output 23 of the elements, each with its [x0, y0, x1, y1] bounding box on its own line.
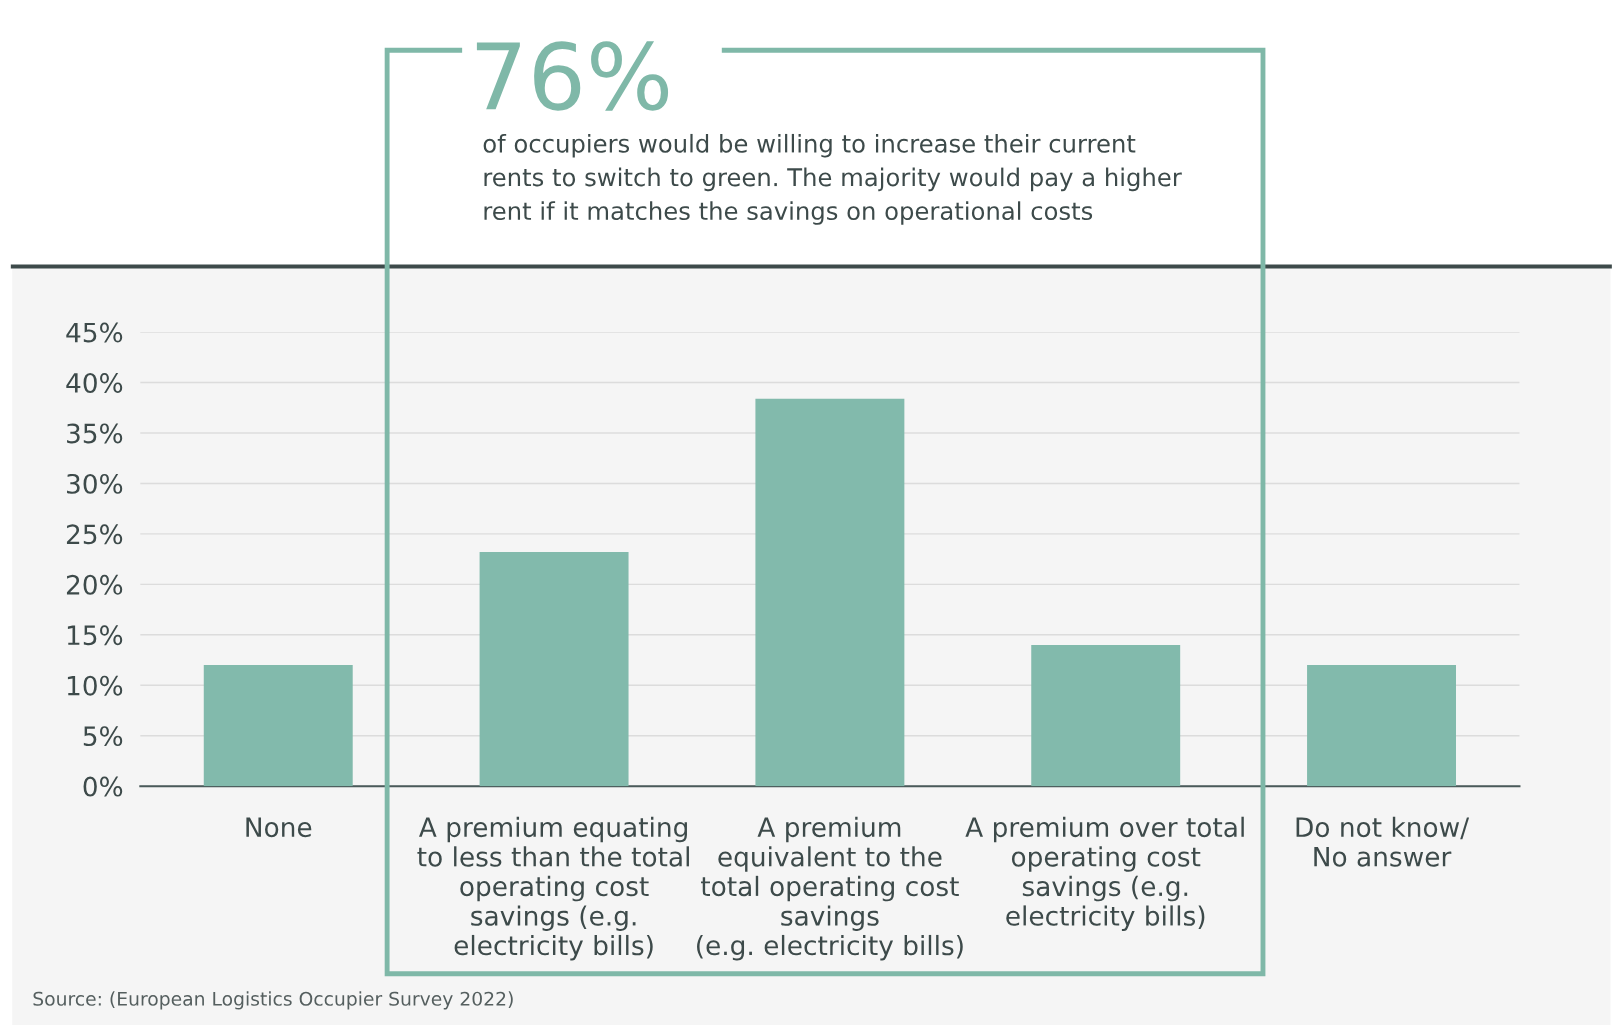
- x-tick-label: Do not know/ No answer: [1296, 816, 1470, 867]
- x-tick-label: A premium equating to less than the total operating cost savings (e.g. electricity bills): [417, 816, 689, 961]
- x-tick-label: None: [246, 817, 312, 838]
- bar: [1307, 665, 1457, 787]
- y-tick-label: 30%: [67, 473, 123, 494]
- y-tick-label: 5%: [83, 726, 123, 747]
- text: 76%: [476, 41, 669, 111]
- y-tick-label: 45%: [66, 322, 123, 343]
- bar: [479, 552, 629, 787]
- y-tick-label: 25%: [66, 524, 123, 545]
- y-tick-label: 15%: [67, 625, 123, 646]
- y-tick-label: 20%: [66, 574, 123, 595]
- x-tick-label: A premium over total operating cost savings (e.g. electricity bills): [965, 816, 1244, 931]
- bar: [203, 665, 353, 787]
- source-note: Source: (European Logistics Occupier Survey 2022): [33, 991, 513, 1010]
- y-tick-label: 35%: [67, 423, 123, 444]
- bar: [1031, 644, 1181, 787]
- y-tick-label: 10%: [67, 675, 123, 696]
- y-tick-label: 0%: [83, 776, 123, 797]
- text: of occupiers would be willing to increase their current rents to switch to green. The majority would pay a higher rent if it matches the savings on operational costs: [483, 133, 1182, 225]
- y-tick-label: 40%: [66, 372, 123, 393]
- bar: [755, 398, 905, 787]
- x-tick-label: A premium equivalent to the total operating cost savings (e.g. electricity bills): [697, 816, 963, 961]
